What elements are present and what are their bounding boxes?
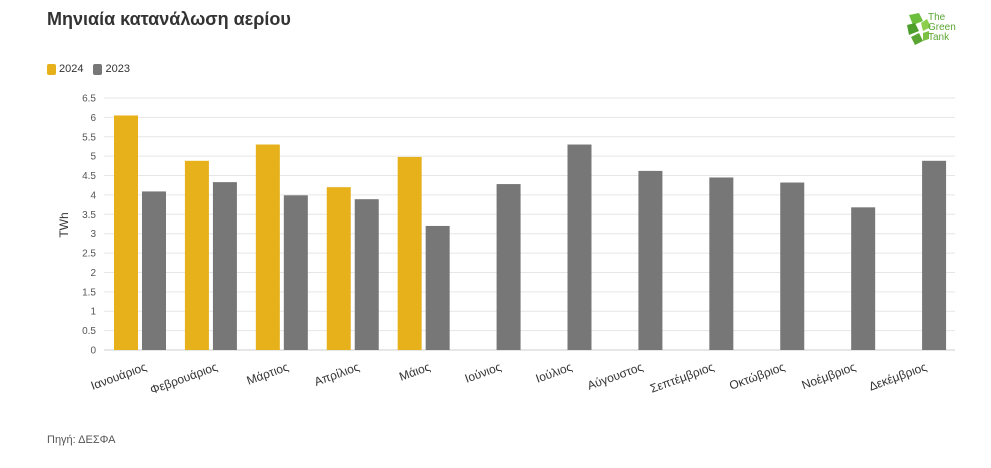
y-tick-label: 0: [90, 346, 96, 357]
chart-title: Μηνιαία κατανάλωση αερίου: [47, 9, 291, 29]
y-tick-label: 3: [90, 229, 96, 240]
y-tick-label: 4.5: [82, 171, 96, 182]
x-category-label: Φεβρουάριος: [148, 360, 219, 397]
x-category-label: Ιούλιος: [534, 360, 574, 386]
x-category-label: Δεκέμβριος: [867, 360, 929, 394]
logo-text: The Green Tank: [928, 13, 956, 43]
source-note: Πηγή: ΔΕΣΦΑ: [47, 434, 116, 446]
y-tick-label: 0.5: [82, 326, 96, 337]
bar-2023-11[interactable]: [851, 207, 876, 350]
x-category-label: Νοέμβριος: [800, 360, 858, 393]
bar-2023-3[interactable]: [283, 195, 308, 350]
y-axis-ticks: 0 0.5 1 1.5 2 2.5 3 3.5 4 4.5 5 5.5 6 6.5: [82, 94, 96, 357]
legend-swatch-2023: [93, 63, 103, 75]
bars: [114, 115, 947, 350]
bar-2023-4[interactable]: [354, 199, 379, 350]
legend-label-2024: 2024: [59, 63, 84, 75]
logo-line-2: Green: [928, 22, 956, 33]
x-category-label: Σεπτέμβριος: [648, 360, 716, 396]
bar-2023-8[interactable]: [638, 170, 663, 350]
x-category-label: Οκτώβριος: [727, 360, 787, 393]
legend-item-2024[interactable]: 2024: [47, 63, 83, 75]
bar-2023-6[interactable]: [496, 184, 521, 350]
bar-2024-1[interactable]: [114, 115, 138, 350]
bar-2023-5[interactable]: [425, 225, 450, 350]
bar-2024-3[interactable]: [255, 144, 280, 350]
legend-swatch-2024: [47, 63, 56, 75]
bar-2023-9[interactable]: [709, 177, 734, 350]
logo-line-3: Tank: [928, 32, 950, 43]
legend-item-2023[interactable]: 2023: [93, 63, 130, 75]
bar-2024-5[interactable]: [397, 156, 422, 350]
bar-2023-12[interactable]: [922, 160, 947, 350]
bar-2023-2[interactable]: [212, 182, 237, 350]
bar-2023-7[interactable]: [567, 144, 592, 350]
y-tick-label: 1.5: [82, 287, 96, 298]
y-tick-label: 5.5: [82, 132, 96, 143]
y-tick-label: 6.5: [82, 94, 96, 105]
y-tick-label: 2: [90, 268, 96, 279]
y-tick-label: 5: [90, 152, 96, 163]
x-axis-labels: Ιανουάριος Φεβρουάριος Μάρτιος Απρίλιος Μάιο…: [89, 360, 929, 397]
x-category-label: Μάιος: [397, 360, 432, 384]
y-tick-label: 3.5: [82, 210, 96, 221]
bar-2023-10[interactable]: [780, 182, 805, 350]
logo-line-1: The: [928, 12, 946, 23]
x-category-label: Μάρτιος: [245, 360, 291, 388]
y-axis-title: TWh: [57, 212, 71, 237]
y-tick-label: 4: [90, 190, 96, 201]
legend: 2024 2023: [47, 63, 140, 75]
green-tank-logo: [905, 11, 965, 51]
bar-2024-2[interactable]: [184, 160, 209, 350]
y-tick-label: 1: [90, 307, 96, 318]
y-tick-label: 2.5: [82, 249, 96, 260]
bar-2024-4[interactable]: [326, 187, 351, 350]
x-category-label: Αύγουστος: [585, 360, 645, 393]
y-tick-label: 6: [90, 113, 96, 124]
bar-2023-1[interactable]: [142, 191, 166, 350]
x-category-label: Ιανουάριος: [89, 360, 149, 393]
grid-lines: [104, 97, 955, 351]
x-category-label: Απρίλιος: [312, 360, 361, 389]
legend-label-2023: 2023: [105, 63, 130, 75]
x-category-label: Ιούνιος: [463, 360, 503, 386]
leaf-logo-icon: [907, 13, 931, 45]
